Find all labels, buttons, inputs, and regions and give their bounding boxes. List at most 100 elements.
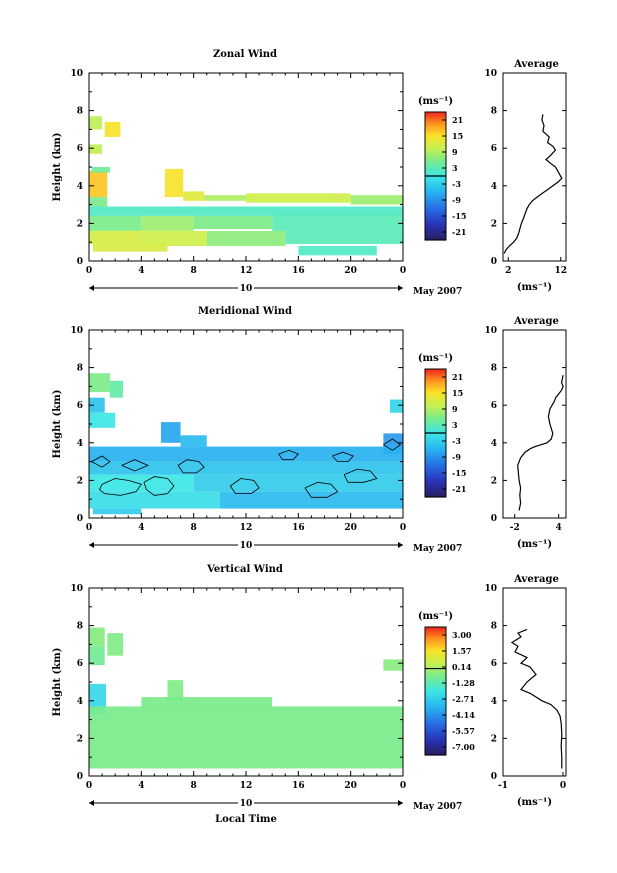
- colorbar-segment: [425, 130, 446, 133]
- panel-title: Zonal Wind: [213, 49, 277, 60]
- x-tick-label: 0: [86, 266, 92, 276]
- colorbar-segment: [425, 477, 446, 480]
- colorbar-segment: [425, 429, 446, 432]
- colorbar-segment: [425, 212, 446, 215]
- heatmap-cell: [285, 230, 403, 245]
- colorbar-segment: [425, 691, 446, 694]
- colorbar-segment: [425, 128, 446, 131]
- colorbar-segment: [425, 627, 446, 630]
- y-axis-label: Height (km): [52, 648, 63, 717]
- y-tick-label: 8: [77, 622, 83, 632]
- x-tick-label: 4: [138, 781, 144, 791]
- colorbar-segment: [425, 220, 446, 223]
- heatmap-cell: [89, 646, 105, 666]
- colorbar-segment: [425, 136, 446, 139]
- colorbar-segment: [425, 451, 446, 454]
- average-y-tick-label: 2: [491, 476, 497, 486]
- average-y-tick-label: 8: [491, 622, 497, 632]
- colorbar-tick-label: 21: [452, 372, 463, 382]
- colorbar-segment: [425, 407, 446, 410]
- colorbar-segment: [425, 403, 446, 406]
- colorbar-segment: [425, 369, 446, 372]
- colorbar-segment: [425, 661, 446, 664]
- contour-line: [229, 478, 260, 495]
- colorbar-segment: [425, 208, 446, 211]
- heatmap-cell: [89, 397, 105, 413]
- colorbar-segment: [425, 427, 446, 430]
- colorbar-segment: [425, 190, 446, 193]
- average-y-tick-label: 10: [484, 69, 497, 79]
- colorbar-segment: [425, 405, 446, 408]
- contour-line: [304, 481, 339, 498]
- colorbar-tick-label: 3: [452, 420, 458, 430]
- colorbar-tick-label: 15: [452, 131, 463, 141]
- heatmap-cell: [89, 627, 105, 647]
- colorbar-tick-label: -21: [452, 484, 466, 494]
- average-title: Average: [513, 316, 559, 327]
- contour-lines: [91, 438, 402, 498]
- heatmap-cell: [104, 121, 121, 137]
- colorbar-segment: [425, 399, 446, 402]
- date-label-bg: [238, 539, 254, 551]
- colorbar-segment: [425, 737, 446, 740]
- colorbar-segment: [425, 162, 446, 165]
- x-tick-label: 0: [400, 266, 406, 276]
- panel-title: Meridional Wind: [198, 306, 292, 317]
- colorbar-segment: [425, 194, 446, 197]
- colorbar-segment: [425, 423, 446, 426]
- colorbar-segment: [425, 138, 446, 141]
- colorbar-segment: [425, 218, 446, 221]
- colorbar-segment: [425, 238, 446, 241]
- x-tick-label: 8: [191, 523, 197, 533]
- heatmap-cell: [219, 491, 403, 509]
- colorbar-segment: [425, 719, 446, 722]
- colorbar-tick-label: -3: [452, 179, 461, 189]
- colorbar-segment: [425, 421, 446, 424]
- colorbar-segment: [425, 182, 446, 185]
- colorbar-segment: [425, 379, 446, 382]
- colorbar-tick-label: 3: [452, 163, 458, 173]
- colorbar-segment: [425, 148, 446, 151]
- contour-line: [278, 449, 299, 461]
- colorbar-segment: [425, 116, 446, 119]
- heatmap-cell: [193, 474, 403, 492]
- colorbar-segment: [425, 142, 446, 145]
- x-tick-label: 0: [400, 781, 406, 791]
- colorbar-segment: [425, 178, 446, 181]
- colorbar-segment: [425, 487, 446, 490]
- y-axis-label: Height (km): [52, 133, 63, 202]
- colorbar-segment: [425, 188, 446, 191]
- colorbar-segment: [425, 631, 446, 634]
- colorbar-segment: [425, 741, 446, 744]
- colorbar-segment: [425, 715, 446, 718]
- colorbar-segment: [425, 639, 446, 642]
- colorbar-segment: [425, 222, 446, 225]
- colorbar-segment: [425, 635, 446, 638]
- colorbar-tick-label: 9: [452, 147, 458, 157]
- colorbar-segment: [425, 701, 446, 704]
- colorbar-segment: [425, 447, 446, 450]
- colorbar-segment: [425, 413, 446, 416]
- x-tick-label: 8: [191, 266, 197, 276]
- x-tick-label: 20: [344, 781, 357, 791]
- heatmap-patches: [89, 627, 403, 769]
- date-label-bg: [238, 282, 254, 294]
- average-y-tick-label: 4: [491, 439, 497, 449]
- colorbar-segment: [425, 491, 446, 494]
- average-y-tick-label: 6: [491, 659, 497, 669]
- heatmap-cell: [272, 214, 403, 231]
- colorbar-segment: [425, 749, 446, 752]
- colorbar-segment: [425, 176, 446, 179]
- colorbar-segment: [425, 721, 446, 724]
- colorbar-segment: [425, 433, 446, 436]
- heatmap-cell: [89, 215, 142, 231]
- colorbar-segment: [425, 671, 446, 674]
- colorbar-segment: [425, 377, 446, 380]
- colorbar-segment: [425, 463, 446, 466]
- colorbar-segment: [425, 389, 446, 392]
- colorbar-segment: [425, 663, 446, 666]
- colorbar-segment: [425, 134, 446, 137]
- colorbar-segment: [425, 216, 446, 219]
- average-x-tick-label: 4: [556, 523, 562, 533]
